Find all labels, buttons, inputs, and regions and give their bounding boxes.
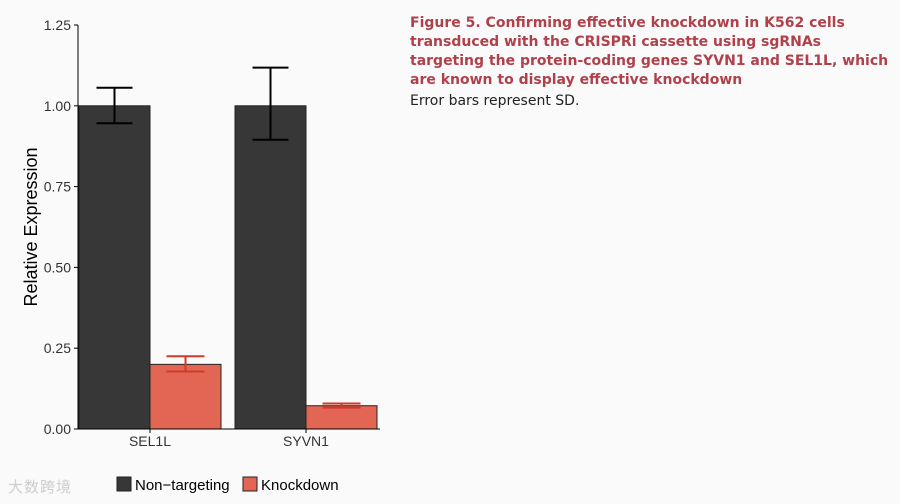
bar-non-targeting: [234, 105, 307, 430]
y-axis: 0.00 0.25 0.50 0.75 1.00 1.25: [44, 17, 79, 437]
bar-knockdown: [305, 405, 378, 430]
error-bar: [96, 86, 133, 125]
error-bar: [252, 66, 289, 141]
bar-knockdown: [149, 363, 222, 430]
x-tick-label: SEL1L: [129, 433, 171, 449]
figure-caption: Figure 5. Confirming effective knockdown…: [410, 14, 895, 111]
legend-label: Knockdown: [261, 477, 339, 494]
legend: Non−targeting Knockdown: [116, 476, 339, 494]
legend-swatch: [116, 476, 132, 492]
error-bar: [166, 355, 205, 373]
bar-non-targeting: [78, 105, 151, 430]
legend-swatch: [242, 476, 258, 492]
y-tick-label: 1.25: [44, 17, 71, 33]
x-axis: SEL1L SYVN1: [78, 428, 380, 449]
error-bar: [322, 402, 361, 409]
y-tick-label: 0.00: [44, 421, 71, 437]
legend-label: Non−targeting: [135, 477, 230, 494]
y-tick-label: 0.75: [44, 179, 71, 195]
error-bars-group: [96, 66, 361, 409]
y-tick-label: 0.50: [44, 259, 71, 275]
bars-group: [78, 105, 378, 430]
y-tick-label: 0.25: [44, 340, 71, 356]
y-axis-label: Relative Expression: [21, 147, 41, 306]
watermark: 大数跨境: [8, 478, 73, 496]
caption-note: Error bars represent SD.: [410, 93, 580, 109]
x-tick-label: SYVN1: [283, 433, 329, 449]
caption-title: Figure 5. Confirming effective knockdown…: [410, 15, 889, 88]
y-tick-label: 1.00: [44, 98, 71, 114]
